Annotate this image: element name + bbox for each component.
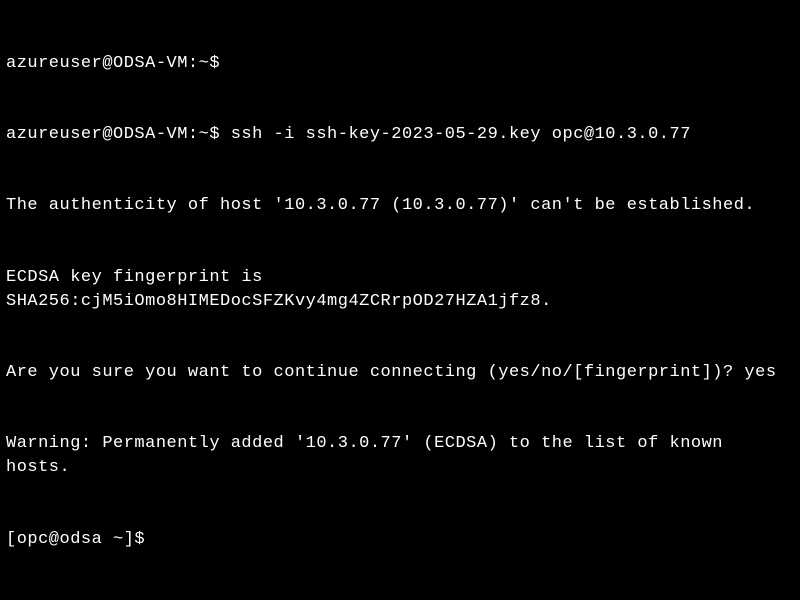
terminal-line: The authenticity of host '10.3.0.77 (10.… (6, 194, 794, 218)
terminal-line: azureuser@ODSA-VM:~$ (6, 52, 794, 76)
terminal-line: [opc@odsa ~]$ (6, 528, 794, 552)
terminal-line: azureuser@ODSA-VM:~$ ssh -i ssh-key-2023… (6, 123, 794, 147)
terminal-line: Warning: Permanently added '10.3.0.77' (… (6, 432, 794, 480)
terminal-window[interactable]: azureuser@ODSA-VM:~$ azureuser@ODSA-VM:~… (0, 0, 800, 600)
terminal-line: Are you sure you want to continue connec… (6, 361, 794, 385)
terminal-line: ECDSA key fingerprint is SHA256:cjM5iOmo… (6, 266, 794, 314)
